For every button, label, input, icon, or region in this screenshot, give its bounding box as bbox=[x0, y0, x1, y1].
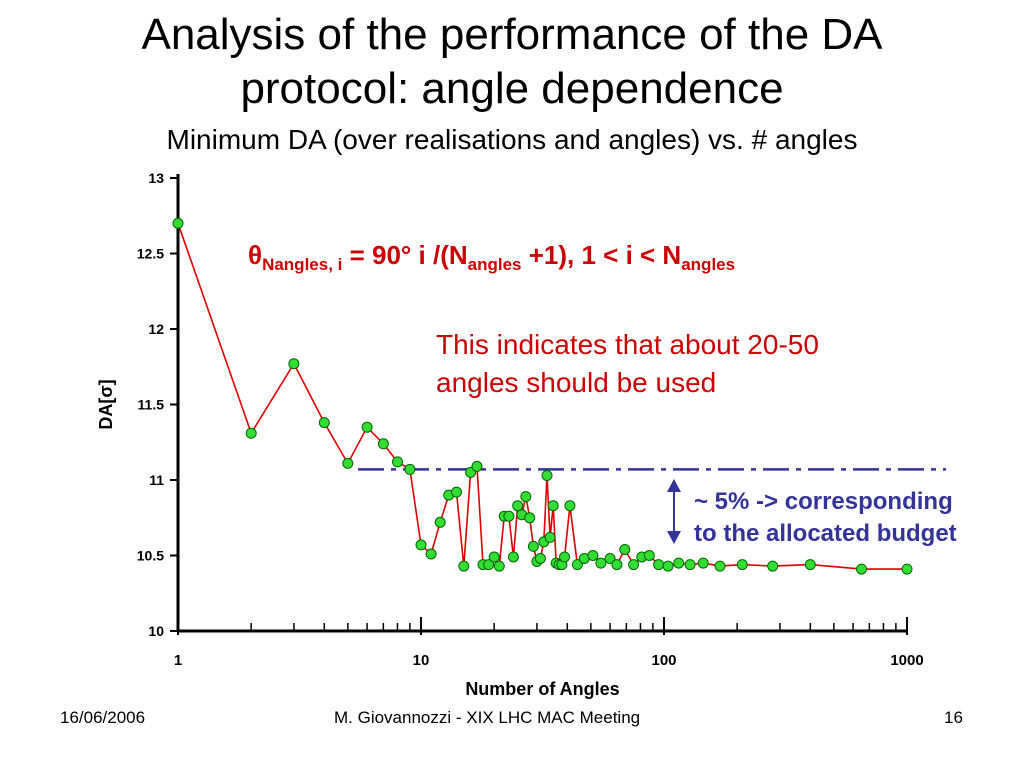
data-point bbox=[559, 551, 571, 563]
data-point bbox=[564, 500, 576, 512]
data-point bbox=[587, 550, 599, 561]
formula-sub-nangles-i: Nangles, i bbox=[262, 255, 343, 275]
data-point bbox=[856, 563, 867, 575]
data-point bbox=[804, 559, 816, 571]
budget-annotation: ~ 5% -> corresponding to the allocated b… bbox=[694, 486, 957, 550]
chart-annotations bbox=[358, 468, 946, 544]
chart-series bbox=[172, 217, 913, 575]
data-point bbox=[245, 427, 257, 439]
data-point bbox=[595, 557, 607, 569]
data-point bbox=[736, 559, 748, 571]
budget-arrow-head-down bbox=[667, 531, 681, 544]
data-point bbox=[404, 463, 416, 475]
data-point bbox=[172, 217, 184, 229]
note-line1: This indicates that about 20-50 bbox=[436, 329, 819, 360]
data-point bbox=[714, 560, 726, 572]
data-point bbox=[451, 486, 462, 498]
data-point bbox=[425, 548, 437, 560]
data-point bbox=[662, 560, 674, 572]
data-point bbox=[534, 553, 546, 564]
data-point bbox=[653, 559, 665, 571]
slide-subtitle: Minimum DA (over realisations and angles… bbox=[166, 124, 858, 155]
data-point bbox=[901, 563, 913, 575]
slide-title-line2: protocol: angle dependence bbox=[240, 64, 784, 113]
data-point bbox=[483, 559, 495, 571]
data-point bbox=[547, 500, 559, 512]
data-point bbox=[458, 560, 470, 572]
formula-sub-angles: angles bbox=[467, 255, 522, 275]
formula-mid2: +1), 1 < i < N bbox=[521, 240, 682, 270]
data-point bbox=[318, 417, 330, 429]
slide-title-line1: Analysis of the performance of the DA bbox=[141, 10, 883, 59]
data-point bbox=[520, 491, 532, 503]
data-point bbox=[628, 559, 640, 571]
data-point bbox=[361, 421, 373, 433]
chart-axes: 10 10.5 11 11.5 12 12.5 13 1 10 100 1000 Number of … bbox=[96, 170, 924, 699]
data-point bbox=[342, 457, 354, 469]
data-point bbox=[571, 559, 583, 571]
da-vs-angles-chart: 10 10.5 11 11.5 12 12.5 13 1 10 100 1000 Number of … bbox=[96, 170, 946, 699]
x-tick-label: 100 bbox=[651, 652, 676, 669]
budget-arrow-head-up bbox=[667, 479, 681, 492]
note-line2: angles should be used bbox=[436, 367, 717, 398]
data-point bbox=[488, 551, 500, 563]
data-point bbox=[503, 510, 515, 522]
y-tick-label: 10.5 bbox=[137, 548, 164, 564]
y-tick-label: 11 bbox=[149, 472, 164, 488]
data-point bbox=[288, 358, 300, 370]
data-point bbox=[604, 553, 616, 564]
data-point bbox=[377, 438, 389, 450]
data-point bbox=[415, 539, 427, 551]
x-axis-label: Number of Angles bbox=[465, 679, 619, 699]
formula-theta: θ bbox=[248, 240, 263, 270]
budget-line1: ~ 5% -> corresponding bbox=[694, 488, 953, 515]
data-point bbox=[471, 460, 483, 472]
data-point bbox=[527, 540, 539, 552]
footer-page-number: 16 bbox=[944, 708, 963, 727]
y-tick-label: 11.5 bbox=[138, 397, 165, 413]
y-tick-label: 10 bbox=[148, 623, 164, 639]
data-point bbox=[697, 557, 709, 569]
data-point bbox=[673, 557, 685, 569]
data-point bbox=[684, 559, 696, 571]
x-tick-label: 1 bbox=[174, 652, 182, 669]
data-point bbox=[611, 559, 623, 571]
footer-presentation: M. Giovannozzi - XIX LHC MAC Meeting bbox=[334, 708, 641, 727]
conclusion-note: This indicates that about 20-50 angles s… bbox=[436, 326, 819, 402]
data-point bbox=[392, 456, 403, 468]
data-point bbox=[512, 500, 524, 512]
formula-mid1: = 90° i /(N bbox=[342, 240, 468, 270]
data-point bbox=[434, 516, 446, 528]
footer-date: 16/06/2006 bbox=[60, 708, 146, 727]
data-point bbox=[767, 560, 779, 572]
x-tick-label: 10 bbox=[413, 652, 430, 669]
budget-line2: to the allocated budget bbox=[694, 520, 957, 547]
data-point bbox=[493, 560, 505, 572]
data-point bbox=[643, 550, 655, 561]
y-tick-label: 12 bbox=[148, 321, 164, 337]
formula-sub-angles-end: angles bbox=[681, 255, 736, 275]
y-tick-label: 12.5 bbox=[137, 246, 164, 262]
data-point bbox=[544, 531, 556, 543]
data-point bbox=[507, 551, 519, 563]
data-point bbox=[619, 544, 631, 555]
y-axis-label: DA[σ] bbox=[96, 379, 116, 429]
data-point bbox=[524, 512, 536, 524]
angle-formula: θNangles, i = 90° i /(Nangles +1), 1 < i… bbox=[248, 240, 735, 275]
x-tick-label: 1000 bbox=[890, 652, 923, 669]
data-point bbox=[541, 470, 553, 481]
y-tick-label: 13 bbox=[148, 170, 164, 186]
